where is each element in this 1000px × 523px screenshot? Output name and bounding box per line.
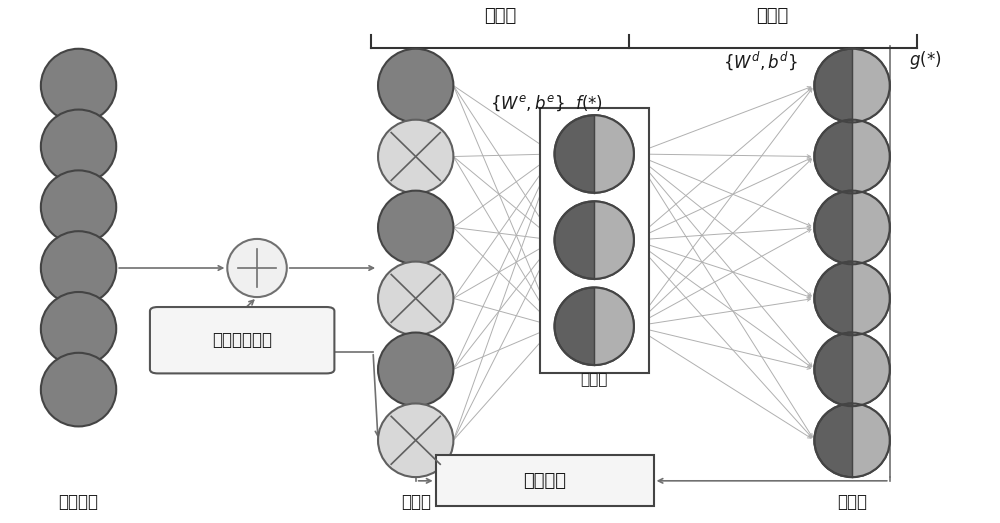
PathPatch shape [852,120,890,194]
Ellipse shape [41,231,116,305]
Text: 随机高斯噪声: 随机高斯噪声 [212,331,272,349]
Ellipse shape [378,49,453,122]
Ellipse shape [41,353,116,426]
Ellipse shape [814,120,890,194]
Ellipse shape [555,288,634,365]
Text: 解码器: 解码器 [757,7,789,25]
PathPatch shape [852,403,890,477]
PathPatch shape [852,191,890,264]
Ellipse shape [41,109,116,183]
Text: 隐藏层: 隐藏层 [581,372,608,387]
Ellipse shape [814,191,890,264]
Ellipse shape [378,403,453,477]
Ellipse shape [41,170,116,244]
PathPatch shape [852,262,890,335]
PathPatch shape [852,49,890,122]
PathPatch shape [594,288,634,365]
Ellipse shape [378,333,453,406]
PathPatch shape [594,115,634,193]
Bar [436,456,654,506]
Ellipse shape [41,49,116,122]
Text: $\{W^e, b^e\}$  $f(*)$: $\{W^e, b^e\}$ $f(*)$ [490,94,603,113]
Ellipse shape [814,403,890,477]
Ellipse shape [814,49,890,122]
PathPatch shape [852,333,890,406]
Text: 输入信号: 输入信号 [59,493,99,511]
Ellipse shape [378,120,453,194]
Text: 编码器: 编码器 [484,7,516,25]
Ellipse shape [555,115,634,193]
Ellipse shape [227,239,287,297]
Text: 输入层: 输入层 [401,493,431,511]
Ellipse shape [378,262,453,335]
Ellipse shape [814,262,890,335]
Ellipse shape [814,333,890,406]
Ellipse shape [378,191,453,264]
Bar [540,108,649,372]
Text: 损失函数: 损失函数 [523,472,566,490]
Text: $g(*)$: $g(*)$ [909,49,941,71]
PathPatch shape [594,201,634,279]
Ellipse shape [41,292,116,366]
FancyBboxPatch shape [150,307,334,373]
Ellipse shape [555,201,634,279]
Text: 输出层: 输出层 [837,493,867,511]
Text: $\{W^d, b^d\}$: $\{W^d, b^d\}$ [723,49,798,72]
